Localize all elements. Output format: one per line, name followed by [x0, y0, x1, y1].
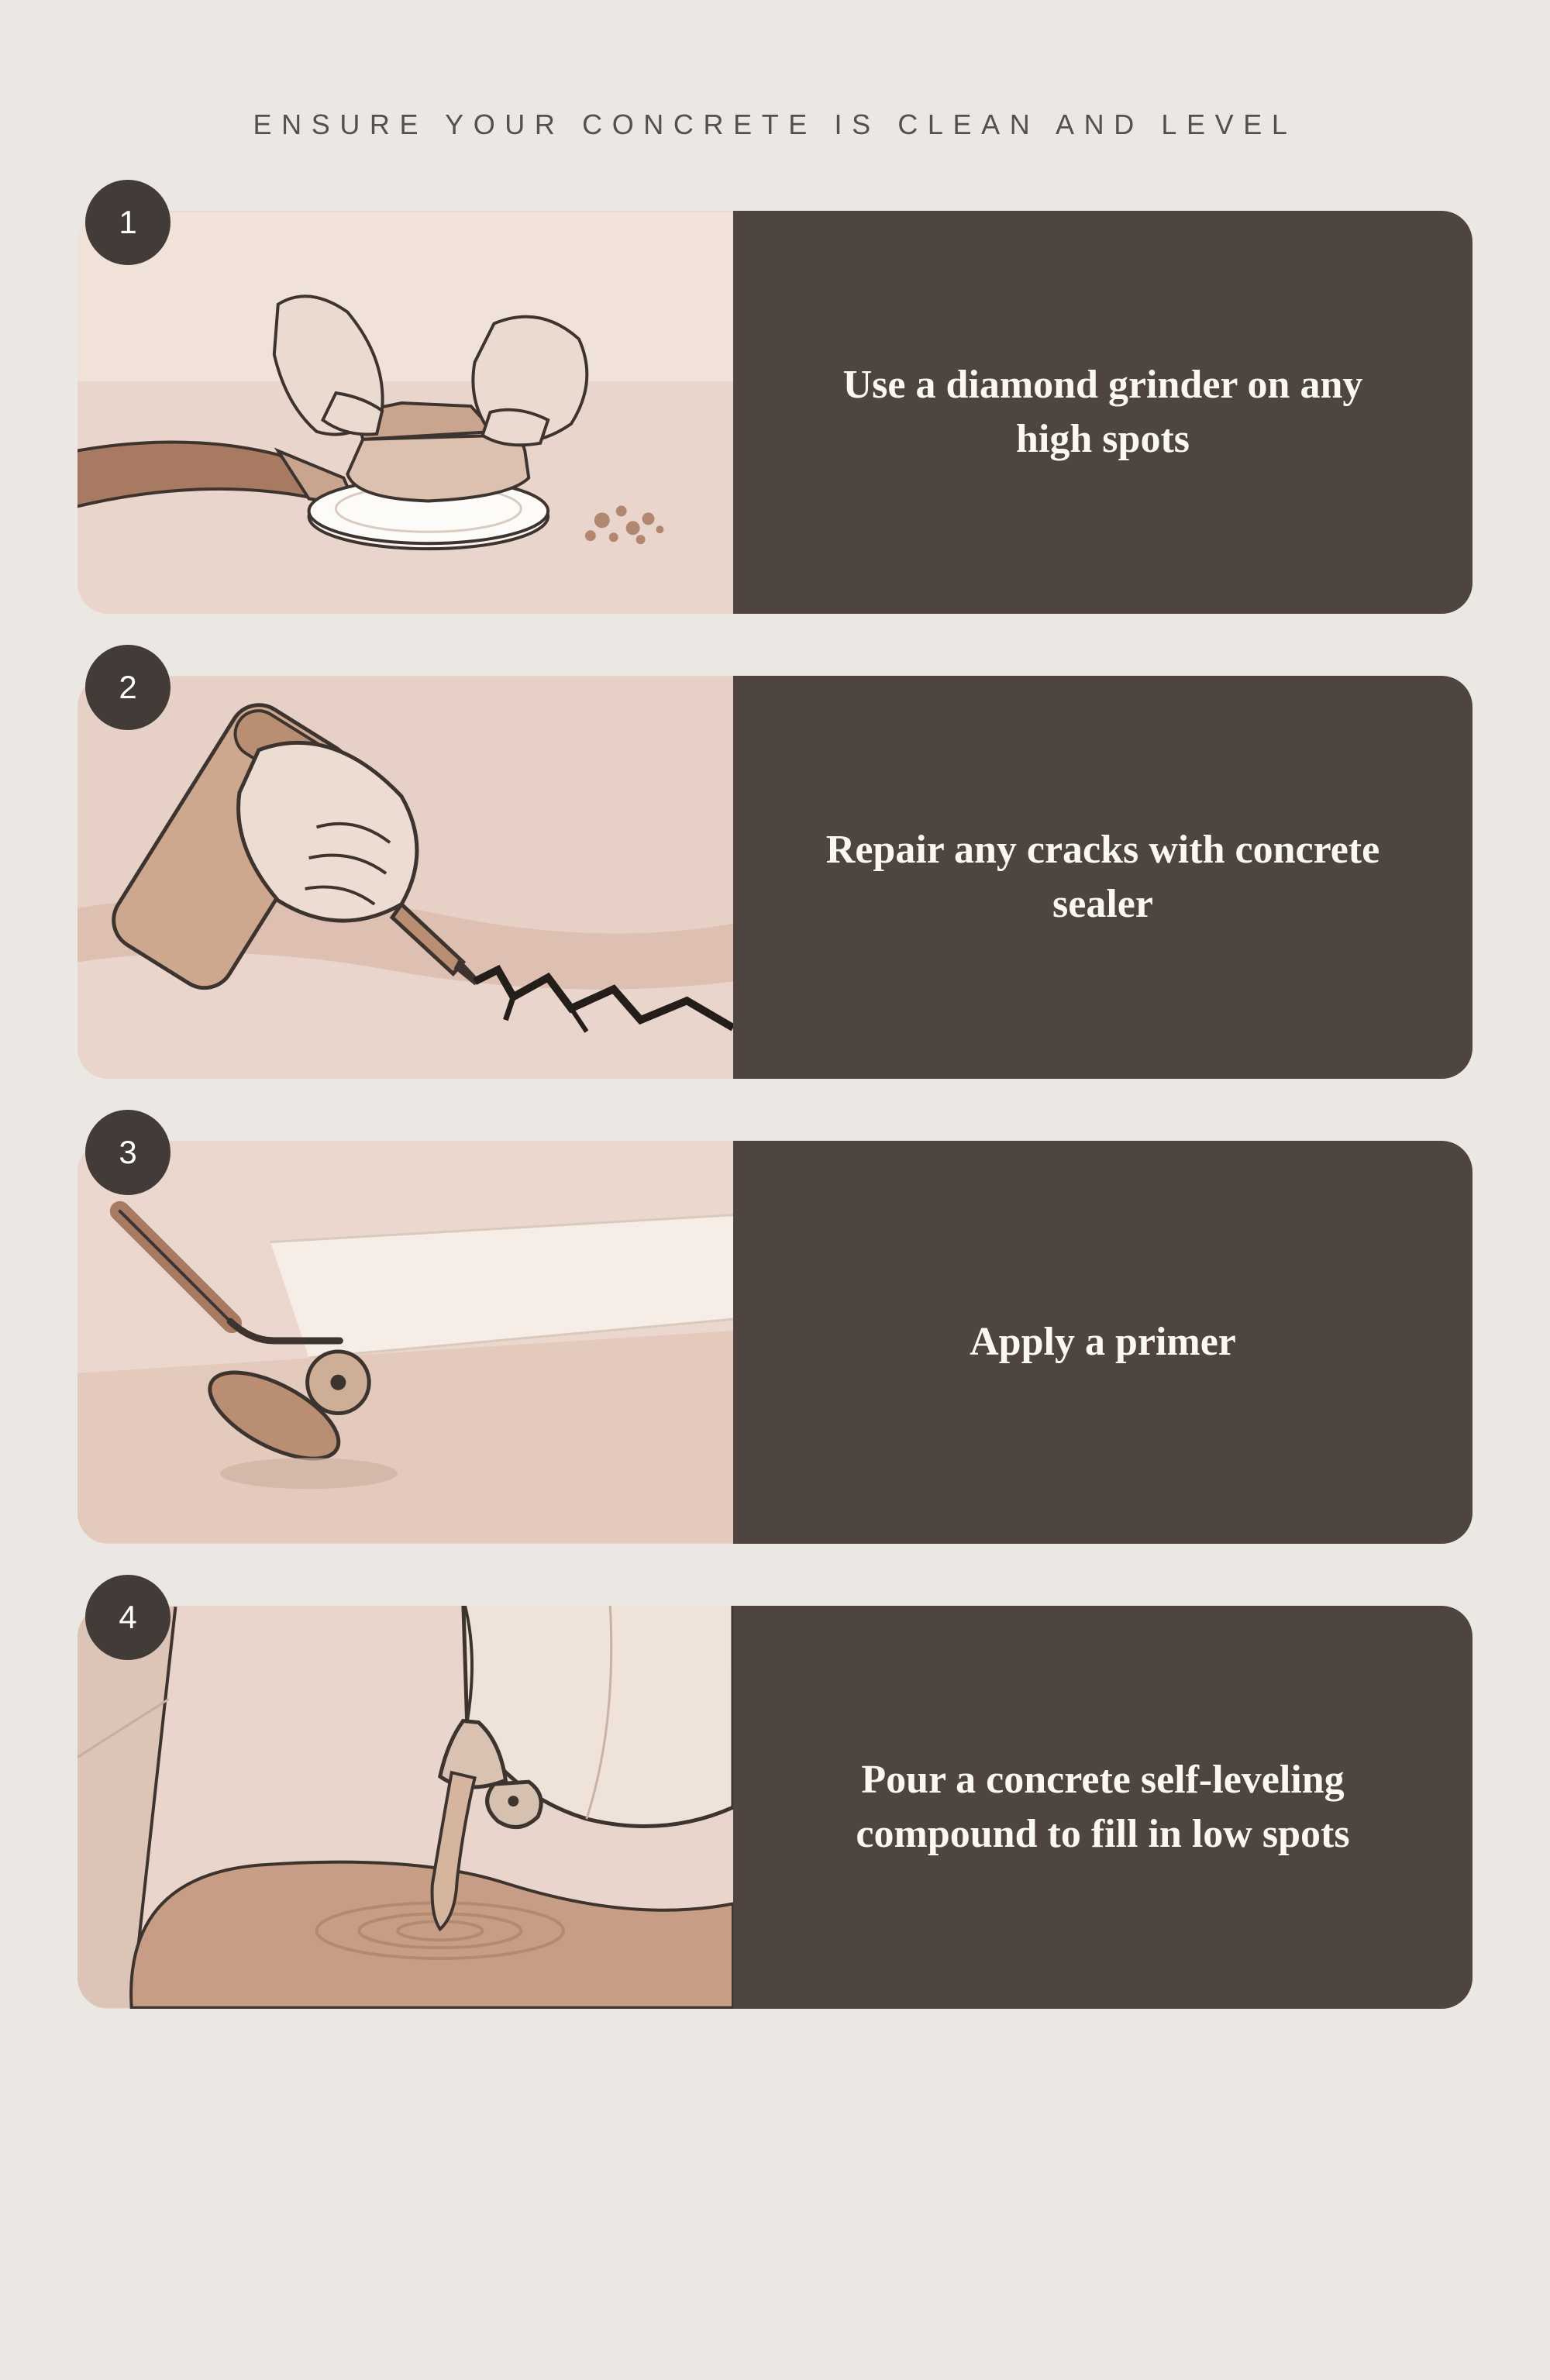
step-number-badge: 3	[85, 1110, 170, 1195]
step-text-pane: Repair any cracks with concrete sealer	[733, 676, 1472, 1079]
diamond-grinder-icon	[78, 211, 733, 614]
step-text: Use a diamond grinder on any high spots	[803, 358, 1403, 467]
paint-roller-icon	[78, 1141, 733, 1544]
step-card: 1	[78, 211, 1472, 614]
step-illustration	[78, 1606, 733, 2009]
infographic-container: ENSURE YOUR CONCRETE IS CLEAN AND LEVEL …	[0, 0, 1550, 2086]
step-illustration	[78, 211, 733, 614]
step-number-badge: 4	[85, 1575, 170, 1660]
step-number-badge: 2	[85, 645, 170, 730]
step-text: Repair any cracks with concrete sealer	[803, 823, 1403, 932]
pouring-bucket-icon	[78, 1606, 733, 2009]
step-text-pane: Pour a concrete self-leveling compound t…	[733, 1606, 1472, 2009]
steps-list: 1	[78, 211, 1472, 2009]
step-text: Pour a concrete self-leveling compound t…	[803, 1753, 1403, 1862]
step-text-pane: Use a diamond grinder on any high spots	[733, 211, 1472, 614]
step-text: Apply a primer	[970, 1315, 1236, 1369]
step-card: 2	[78, 676, 1472, 1079]
step-text-pane: Apply a primer	[733, 1141, 1472, 1544]
step-illustration	[78, 676, 733, 1079]
step-card: 3	[78, 1141, 1472, 1544]
step-number-badge: 1	[85, 180, 170, 265]
step-card: 4	[78, 1606, 1472, 2009]
step-illustration	[78, 1141, 733, 1544]
page-title: ENSURE YOUR CONCRETE IS CLEAN AND LEVEL	[78, 108, 1472, 141]
crack-sealer-icon	[78, 676, 733, 1079]
